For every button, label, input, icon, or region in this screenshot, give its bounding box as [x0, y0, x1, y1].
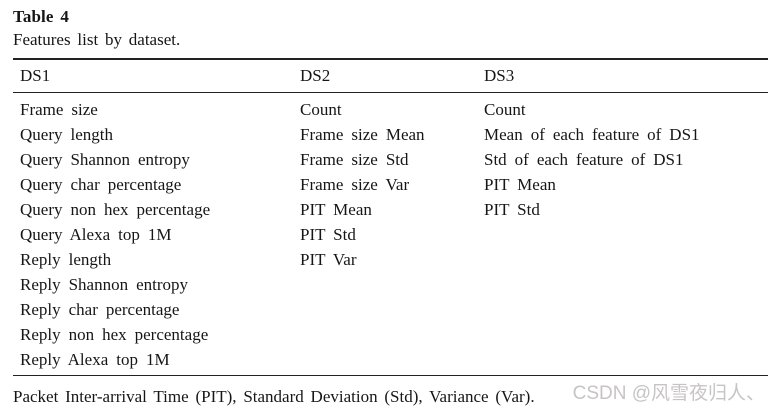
- table-cell: [477, 347, 768, 376]
- table-cell: [477, 247, 768, 272]
- table-cell: PIT Std: [484, 200, 540, 219]
- table-row: Reply char percentage: [13, 297, 768, 322]
- table-cell: Reply non hex percentage: [20, 325, 209, 344]
- table-cell: Mean of each feature of DS1: [484, 125, 700, 144]
- table-row: Reply length PIT Var: [13, 247, 768, 272]
- table-cell: Reply char percentage: [20, 300, 180, 319]
- table-cell: [477, 222, 768, 247]
- header-row: DS1 DS2 DS3: [13, 59, 768, 93]
- table-cell: PIT Mean: [300, 200, 372, 219]
- table-row: Query Alexa top 1M PIT Std: [13, 222, 768, 247]
- table-row: Frame size Count Count: [13, 93, 768, 123]
- table-cell: Count: [300, 100, 342, 119]
- table-cell: Reply Alexa top 1M: [20, 350, 170, 369]
- table-cell: PIT Std: [300, 225, 356, 244]
- table-cell: [477, 297, 768, 322]
- column-header: DS1: [13, 59, 293, 93]
- table-cell: Reply Shannon entropy: [20, 275, 189, 294]
- table-cell: Reply length: [20, 250, 112, 269]
- table-cell: [293, 322, 477, 347]
- table-cell: Count: [484, 100, 526, 119]
- table-cell: Frame size Mean: [300, 125, 425, 144]
- table-row: Reply non hex percentage: [13, 322, 768, 347]
- table-cell: Std of each feature of DS1: [484, 150, 684, 169]
- table-row: Query Shannon entropy Frame size Std Std o…: [13, 147, 768, 172]
- table-cell: Frame size Var: [300, 175, 410, 194]
- table-row: Reply Alexa top 1M: [13, 347, 768, 376]
- table-label: Table 4: [13, 7, 70, 26]
- table-cell: [293, 347, 477, 376]
- table-footnote: Packet Inter-arrival Time (PIT), Standar…: [13, 387, 535, 406]
- table-cell: [293, 272, 477, 297]
- table-cell: [477, 272, 768, 297]
- table-row: Query char percentage Frame size Var PIT M…: [13, 172, 768, 197]
- table-cell: PIT Mean: [484, 175, 556, 194]
- table-cell: Query Alexa top 1M: [20, 225, 172, 244]
- table-row: Reply Shannon entropy: [13, 272, 768, 297]
- features-table: DS1 DS2 DS3 Frame size Count Count Query leng…: [13, 58, 768, 376]
- table-cell: PIT Var: [300, 250, 357, 269]
- table-cell: Query non hex percentage: [20, 200, 211, 219]
- table-cell: Query char percentage: [20, 175, 182, 194]
- table-cell: [293, 297, 477, 322]
- column-header: DS3: [477, 59, 768, 93]
- table-cell: Query Shannon entropy: [20, 150, 190, 169]
- table-caption: Features list by dataset.: [13, 30, 181, 49]
- table-cell: [477, 322, 768, 347]
- table-cell: Query length: [20, 125, 113, 144]
- features-table-body: Frame size Count Count Query length Frame si…: [13, 93, 768, 376]
- table-row: Query length Frame size Mean Mean of each …: [13, 122, 768, 147]
- column-header: DS2: [293, 59, 477, 93]
- features-table-head: DS1 DS2 DS3: [13, 59, 768, 93]
- table-cell: Frame size: [20, 100, 98, 119]
- table-row: Query non hex percentage PIT Mean PIT Std: [13, 197, 768, 222]
- table-cell: Frame size Std: [300, 150, 409, 169]
